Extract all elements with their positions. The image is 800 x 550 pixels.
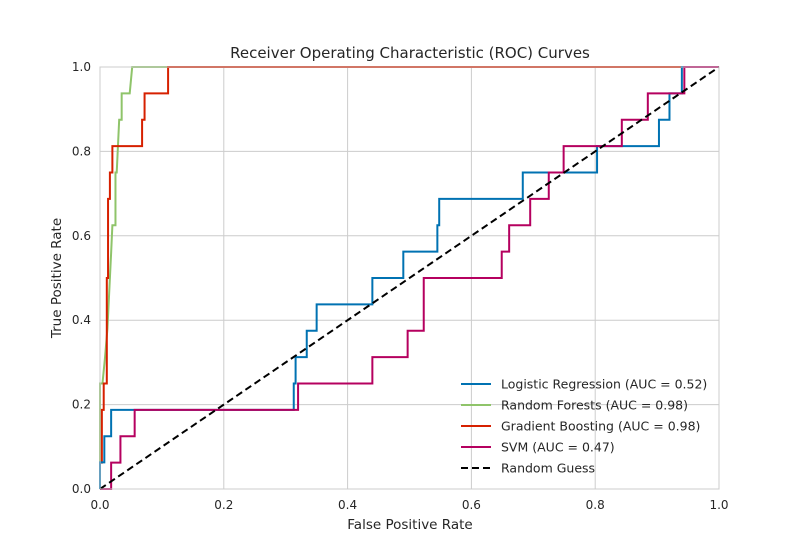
- y-axis-label: True Positive Rate: [49, 218, 65, 339]
- x-tick-label: 0.6: [462, 498, 481, 512]
- x-tick-label: 0.2: [214, 498, 233, 512]
- roc-curve-random-guess: [99, 66, 720, 490]
- x-axis-label: False Positive Rate: [347, 517, 472, 533]
- y-tick-label: 0.0: [72, 482, 91, 496]
- y-axis-ticks: 0.0 0.2 0.4 0.6 0.8 1.0: [72, 60, 91, 496]
- legend-label: Random Guess: [501, 461, 595, 476]
- legend-label: Logistic Regression (AUC = 0.52): [501, 377, 707, 392]
- x-axis-ticks: 0.0 0.2 0.4 0.6 0.8 1.0: [90, 498, 728, 512]
- y-tick-label: 0.2: [72, 398, 91, 412]
- roc-curves: [99, 66, 720, 490]
- x-tick-label: 1.0: [709, 498, 728, 512]
- legend-label: Gradient Boosting (AUC = 0.98): [501, 419, 700, 434]
- x-tick-label: 0.4: [338, 498, 357, 512]
- roc-curve-svm: [100, 66, 719, 490]
- chart-title: Receiver Operating Characteristic (ROC) …: [230, 44, 590, 62]
- plot-frame: [99, 66, 720, 490]
- y-tick-label: 1.0: [72, 60, 91, 74]
- legend-label: Random Forests (AUC = 0.98): [501, 398, 688, 413]
- legend-label: SVM (AUC = 0.47): [501, 440, 615, 455]
- y-tick-label: 0.8: [72, 144, 91, 158]
- x-tick-label: 0.0: [90, 498, 109, 512]
- y-tick-label: 0.6: [72, 229, 91, 243]
- y-tick-label: 0.4: [72, 313, 91, 327]
- legend: Logistic Regression (AUC = 0.52) Random F…: [461, 377, 707, 476]
- roc-curve-random-forests: [99, 66, 719, 489]
- x-tick-label: 0.8: [586, 498, 605, 512]
- roc-curve-gradient-boosting: [99, 66, 719, 489]
